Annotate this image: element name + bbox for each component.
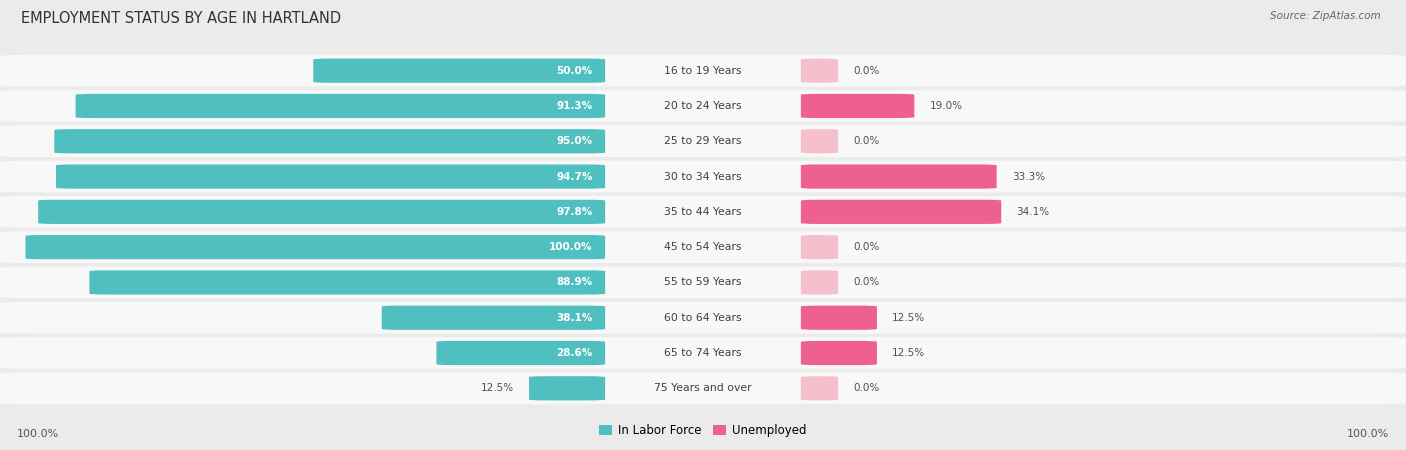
- Text: 16 to 19 Years: 16 to 19 Years: [664, 66, 742, 76]
- FancyBboxPatch shape: [314, 58, 605, 83]
- FancyBboxPatch shape: [0, 161, 1406, 193]
- Text: 100.0%: 100.0%: [1347, 429, 1389, 439]
- FancyBboxPatch shape: [0, 337, 1406, 369]
- FancyBboxPatch shape: [801, 270, 838, 295]
- FancyBboxPatch shape: [90, 270, 605, 295]
- Text: 88.9%: 88.9%: [557, 278, 593, 288]
- Text: 20 to 24 Years: 20 to 24 Years: [664, 101, 742, 111]
- Text: 33.3%: 33.3%: [1012, 171, 1045, 181]
- Text: 0.0%: 0.0%: [853, 383, 880, 393]
- FancyBboxPatch shape: [0, 266, 1406, 298]
- FancyBboxPatch shape: [801, 376, 838, 400]
- Text: Source: ZipAtlas.com: Source: ZipAtlas.com: [1270, 11, 1381, 21]
- Text: 75 Years and over: 75 Years and over: [654, 383, 752, 393]
- FancyBboxPatch shape: [801, 341, 877, 365]
- Text: 55 to 59 Years: 55 to 59 Years: [664, 278, 742, 288]
- Text: 12.5%: 12.5%: [891, 348, 925, 358]
- FancyBboxPatch shape: [382, 306, 605, 330]
- FancyBboxPatch shape: [801, 94, 914, 118]
- Text: 25 to 29 Years: 25 to 29 Years: [664, 136, 742, 146]
- Text: 50.0%: 50.0%: [557, 66, 593, 76]
- Text: 94.7%: 94.7%: [557, 171, 593, 181]
- FancyBboxPatch shape: [0, 196, 1406, 228]
- Legend: In Labor Force, Unemployed: In Labor Force, Unemployed: [595, 419, 811, 442]
- Text: 45 to 54 Years: 45 to 54 Years: [664, 242, 742, 252]
- FancyBboxPatch shape: [801, 58, 838, 83]
- Text: 60 to 64 Years: 60 to 64 Years: [664, 313, 742, 323]
- FancyBboxPatch shape: [436, 341, 605, 365]
- Text: 28.6%: 28.6%: [557, 348, 593, 358]
- Text: 12.5%: 12.5%: [481, 383, 515, 393]
- FancyBboxPatch shape: [801, 200, 1001, 224]
- Text: 97.8%: 97.8%: [557, 207, 593, 217]
- Text: 0.0%: 0.0%: [853, 242, 880, 252]
- Text: 65 to 74 Years: 65 to 74 Years: [664, 348, 742, 358]
- FancyBboxPatch shape: [0, 302, 1406, 333]
- Text: 91.3%: 91.3%: [557, 101, 593, 111]
- FancyBboxPatch shape: [25, 235, 605, 259]
- FancyBboxPatch shape: [529, 376, 605, 400]
- Text: 34.1%: 34.1%: [1017, 207, 1049, 217]
- FancyBboxPatch shape: [801, 164, 997, 189]
- Text: 19.0%: 19.0%: [929, 101, 963, 111]
- FancyBboxPatch shape: [0, 55, 1406, 86]
- FancyBboxPatch shape: [0, 231, 1406, 263]
- Text: 12.5%: 12.5%: [891, 313, 925, 323]
- FancyBboxPatch shape: [38, 200, 605, 224]
- FancyBboxPatch shape: [76, 94, 605, 118]
- FancyBboxPatch shape: [0, 373, 1406, 404]
- FancyBboxPatch shape: [0, 90, 1406, 122]
- Text: 100.0%: 100.0%: [550, 242, 593, 252]
- Text: 30 to 34 Years: 30 to 34 Years: [664, 171, 742, 181]
- Text: 95.0%: 95.0%: [557, 136, 593, 146]
- FancyBboxPatch shape: [801, 306, 877, 330]
- Text: 0.0%: 0.0%: [853, 66, 880, 76]
- FancyBboxPatch shape: [0, 126, 1406, 157]
- FancyBboxPatch shape: [801, 235, 838, 259]
- Text: 38.1%: 38.1%: [557, 313, 593, 323]
- Text: EMPLOYMENT STATUS BY AGE IN HARTLAND: EMPLOYMENT STATUS BY AGE IN HARTLAND: [21, 11, 342, 26]
- Text: 35 to 44 Years: 35 to 44 Years: [664, 207, 742, 217]
- FancyBboxPatch shape: [801, 129, 838, 153]
- FancyBboxPatch shape: [56, 164, 605, 189]
- FancyBboxPatch shape: [55, 129, 605, 153]
- Text: 0.0%: 0.0%: [853, 278, 880, 288]
- Text: 0.0%: 0.0%: [853, 136, 880, 146]
- Text: 100.0%: 100.0%: [17, 429, 59, 439]
